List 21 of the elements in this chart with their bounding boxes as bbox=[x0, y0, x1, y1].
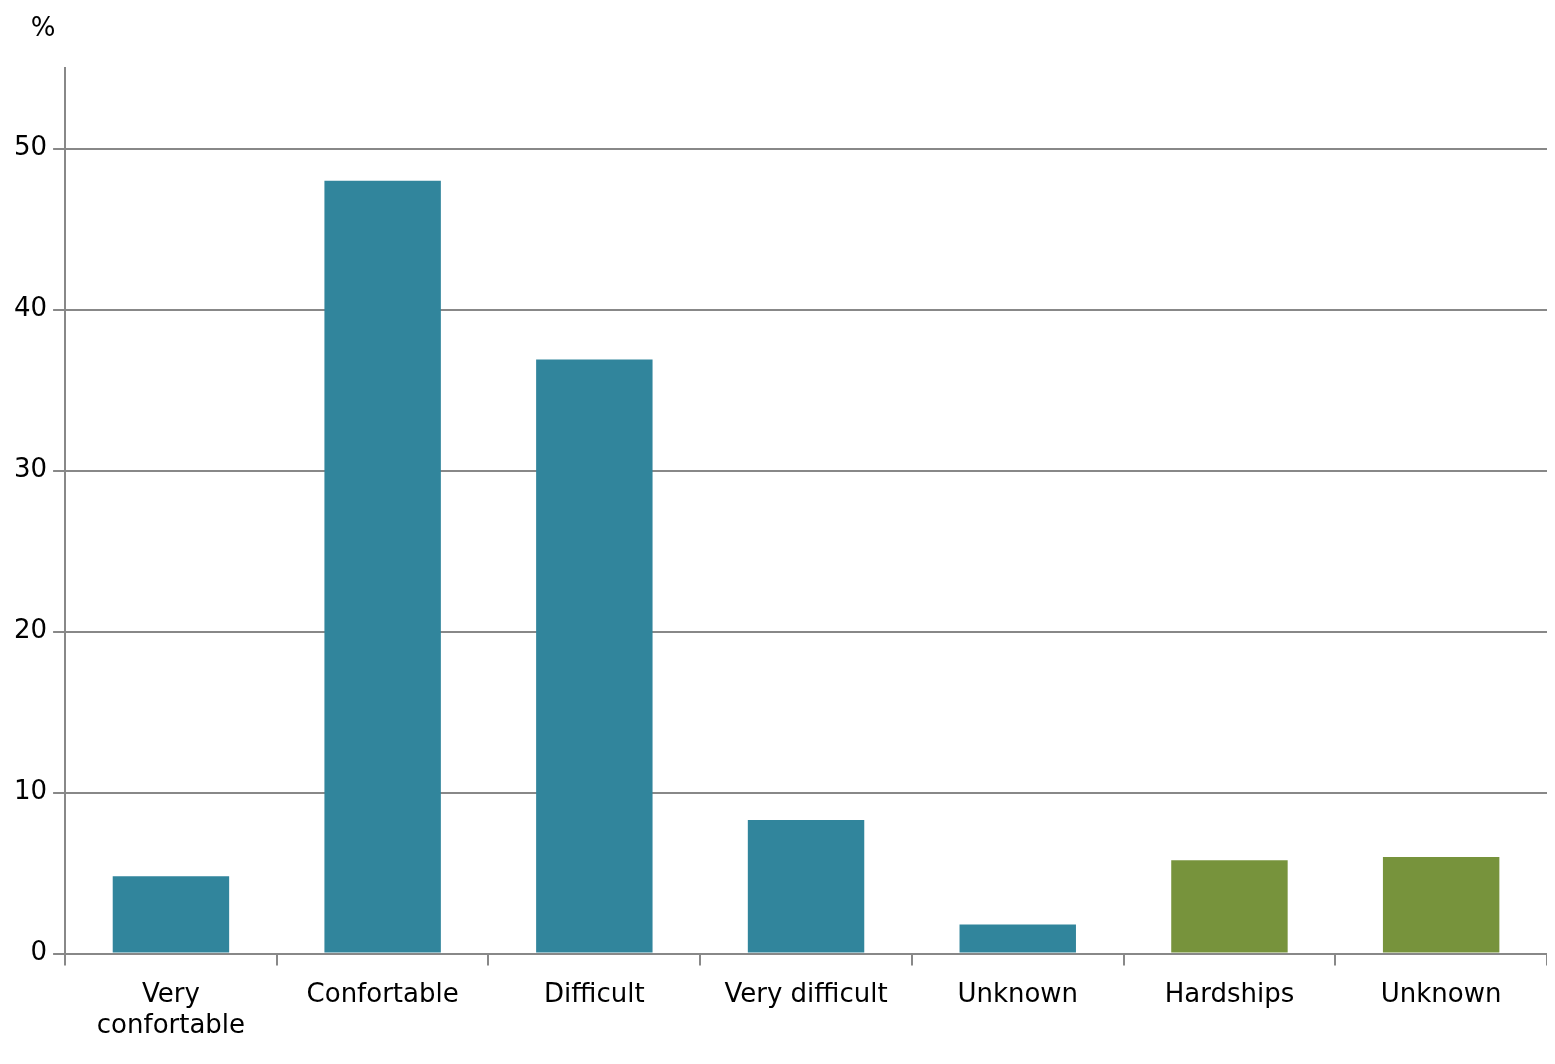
y-tick-label: 20 bbox=[13, 614, 48, 645]
y-tick-label: 0 bbox=[30, 936, 48, 967]
x-tick-label: Hardships bbox=[1164, 977, 1295, 1008]
x-tick-label: Difficult bbox=[544, 977, 645, 1008]
bar bbox=[536, 359, 653, 953]
bar bbox=[959, 924, 1076, 953]
x-tick-label: Unknown bbox=[957, 977, 1079, 1008]
x-tick-label: Very difficult bbox=[724, 977, 888, 1008]
bar bbox=[1382, 856, 1500, 953]
y-tick-label: 30 bbox=[13, 453, 48, 484]
y-tick-label: 40 bbox=[13, 292, 48, 323]
y-axis-title: % bbox=[30, 11, 56, 42]
x-tick-label: Very confortable bbox=[96, 977, 246, 1040]
x-tick-label: Unknown bbox=[1380, 977, 1502, 1008]
x-tick-label: Confortable bbox=[306, 977, 459, 1008]
y-tick-label: 10 bbox=[13, 775, 48, 806]
bar bbox=[747, 819, 865, 953]
y-tick-label: 50 bbox=[13, 131, 48, 162]
bar bbox=[324, 180, 441, 953]
bar bbox=[112, 876, 230, 953]
bar bbox=[1171, 860, 1288, 953]
